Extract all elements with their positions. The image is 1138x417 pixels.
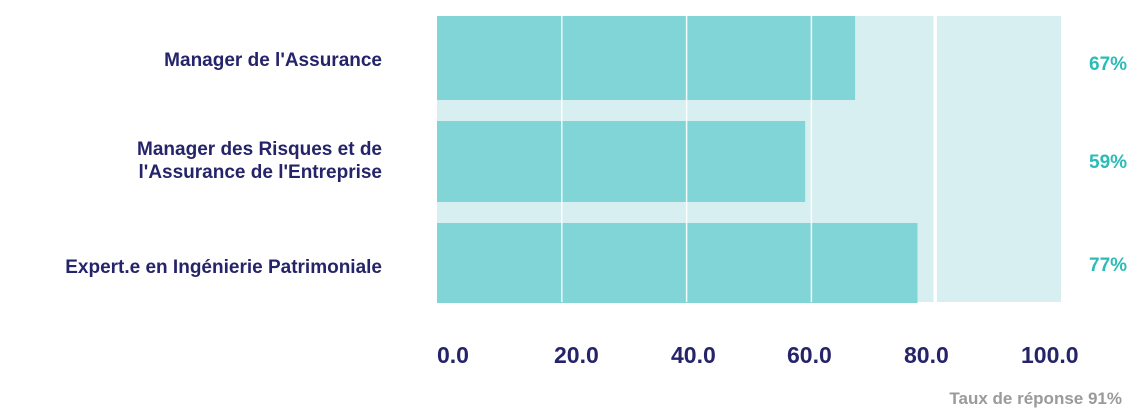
response-rate-note: Taux de réponse 91% bbox=[949, 389, 1122, 408]
bar-2 bbox=[437, 223, 918, 303]
category-label-0: Manager de l'Assurance bbox=[164, 50, 382, 71]
x-tick-label-1: 20.0 bbox=[554, 342, 599, 368]
value-label-0: 67% bbox=[1089, 54, 1128, 75]
x-tick-label-3: 60.0 bbox=[787, 342, 832, 368]
value-label-1: 59% bbox=[1089, 152, 1128, 173]
category-label-1: Manager des Risques et de l'Assurance de … bbox=[137, 139, 382, 183]
plot-area bbox=[437, 16, 1061, 303]
x-tick-label-5: 100.0 bbox=[1021, 342, 1079, 368]
x-tick-label-2: 40.0 bbox=[671, 342, 716, 368]
category-label-2: Expert.e en Ingénierie Patrimoniale bbox=[65, 257, 382, 278]
x-tick-label-0: 0.0 bbox=[437, 342, 469, 368]
bar-1 bbox=[437, 121, 806, 202]
x-tick-label-4: 80.0 bbox=[904, 342, 949, 368]
value-label-2: 77% bbox=[1089, 255, 1128, 276]
bar-0 bbox=[437, 16, 856, 100]
